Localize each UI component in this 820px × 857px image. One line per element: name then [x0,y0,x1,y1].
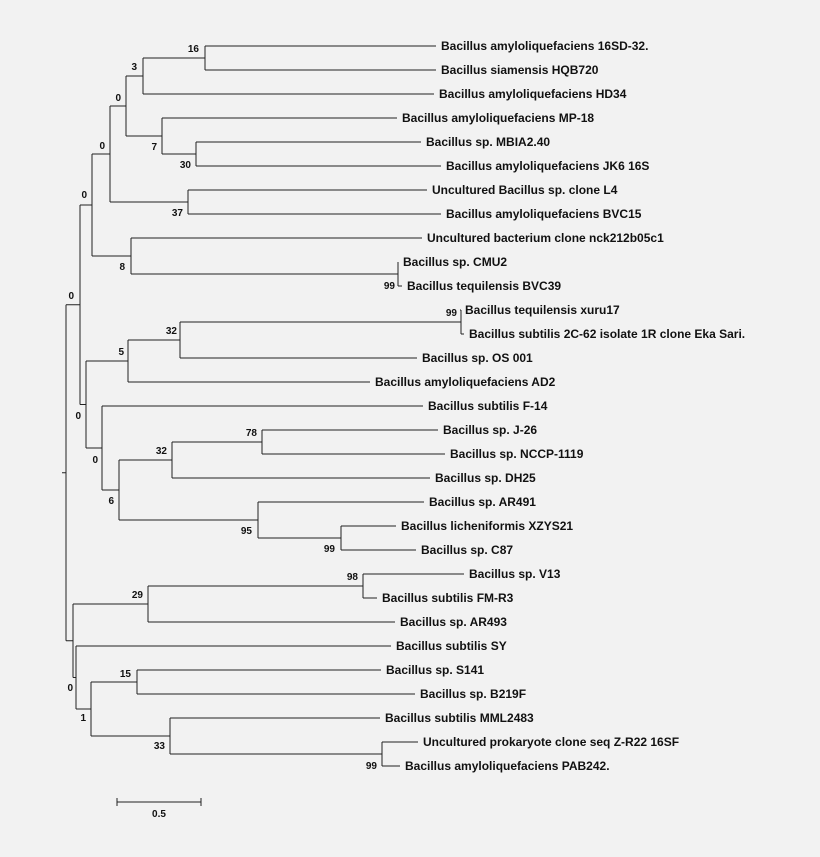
bootstrap-value: 33 [154,741,166,752]
bootstrap-value: 99 [324,544,336,555]
bootstrap-value: 0 [68,291,74,302]
bootstrap-value: 32 [156,446,168,457]
leaf-label: Bacillus sp. J-26 [443,423,537,437]
leaf-label: Uncultured Bacillus sp. clone L4 [432,183,618,197]
leaf-label: Bacillus amyloliquefaciens 16SD-32. [441,39,648,53]
leaf-label: Bacillus subtilis MML2483 [385,711,534,725]
leaf-label: Bacillus tequilensis BVC39 [407,279,561,293]
leaf-label: Bacillus amyloliquefaciens PAB242. [405,759,610,773]
leaf-label: Bacillus subtilis FM-R3 [382,591,514,605]
leaf-label: Bacillus sp. C87 [421,543,513,557]
leaf-label: Bacillus tequilensis xuru17 [465,303,620,317]
bootstrap-value: 1 [80,713,86,724]
leaf-label: Bacillus sp. CMU2 [403,255,507,269]
leaf-label: Bacillus sp. NCCP-1119 [450,447,584,461]
leaf-label: Bacillus subtilis 2C-62 isolate 1R clone… [469,327,745,341]
bootstrap-value: 99 [366,761,378,772]
scale-bar-label: 0.5 [152,809,166,820]
bootstrap-value: 99 [446,308,458,319]
leaf-label: Bacillus amyloliquefaciens AD2 [375,375,556,389]
leaf-label: Uncultured prokaryote clone seq Z-R22 16… [423,735,679,749]
bootstrap-value: 98 [347,572,359,583]
scale-bar: 0.5 [116,798,202,820]
bootstrap-value: 78 [246,428,258,439]
leaf-label: Uncultured bacterium clone nck212b05c1 [427,231,664,245]
leaf-label: Bacillus sp. S141 [386,663,484,677]
bootstrap-value: 3 [131,62,137,73]
leaf-label: Bacillus amyloliquefaciens BVC15 [446,207,642,221]
bootstrap-value: 0 [81,190,87,201]
leaf-label: Bacillus siamensis HQB720 [441,63,599,77]
bootstrap-value: 0 [75,411,81,422]
leaf-label: Bacillus subtilis SY [396,639,507,653]
leaf-label: Bacillus sp. DH25 [435,471,536,485]
bootstrap-value: 6 [108,496,114,507]
bootstrap-value: 7 [151,142,157,153]
leaf-label: Bacillus subtilis F-14 [428,399,548,413]
bootstrap-value: 5 [118,347,124,358]
bootstrap-value: 29 [132,590,144,601]
leaf-label: Bacillus sp. V13 [469,567,561,581]
bootstrap-value: 95 [241,526,253,537]
bootstrap-value: 0 [67,683,73,694]
bootstrap-value: 32 [166,326,178,337]
tree-branches [62,45,464,767]
bootstrap-value: 15 [120,669,132,680]
bootstrap-value: 0 [115,93,121,104]
leaf-label: Bacillus sp. AR493 [400,615,507,629]
bootstrap-value: 37 [172,208,184,219]
bootstrap-value: 0 [92,455,98,466]
bootstrap-value: 0 [99,141,105,152]
leaf-label: Bacillus amyloliquefaciens HD34 [439,87,627,101]
bootstrap-value: 16 [188,44,200,55]
bootstrap-value: 99 [384,281,396,292]
leaf-label: Bacillus amyloliquefaciens MP-18 [402,111,594,125]
leaf-label: Bacillus sp. B219F [420,687,526,701]
bootstrap-value: 8 [119,262,125,273]
leaf-label: Bacillus amyloliquefaciens JK6 16S [446,159,649,173]
bootstrap-value: 30 [180,160,192,171]
leaf-label: Bacillus sp. MBIA2.40 [426,135,550,149]
leaf-label: Bacillus licheniformis XZYS21 [401,519,573,533]
leaf-label: Bacillus sp. AR491 [429,495,536,509]
leaf-label: Bacillus sp. OS 001 [422,351,533,365]
tree-labels: Bacillus amyloliquefaciens 16SD-32. Baci… [67,39,745,773]
